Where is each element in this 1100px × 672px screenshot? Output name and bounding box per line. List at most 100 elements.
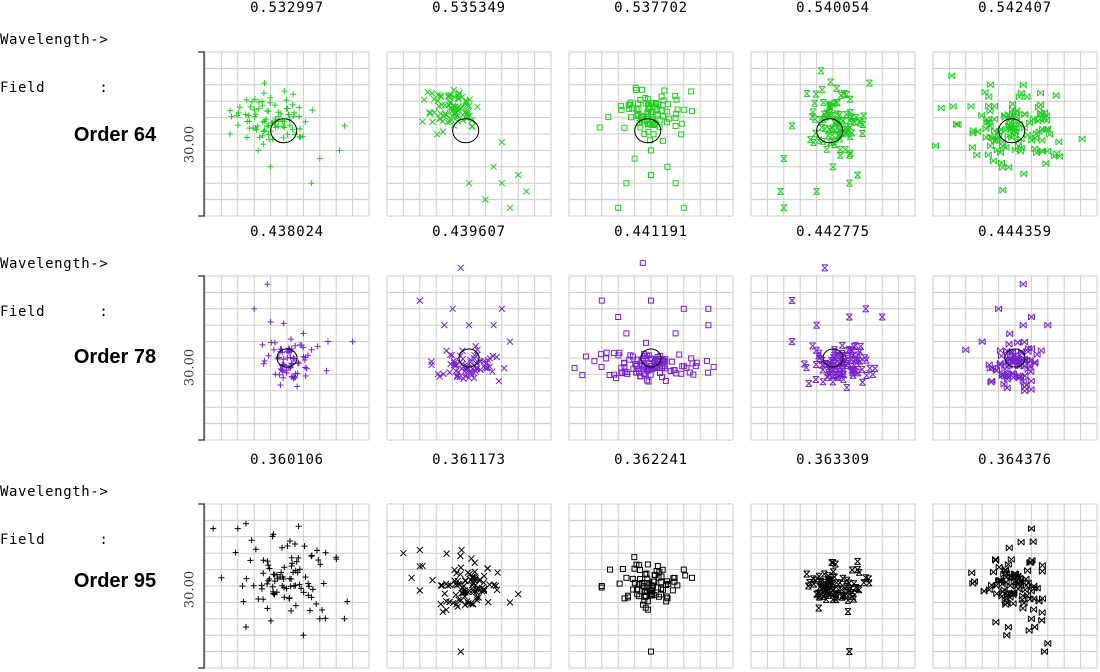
spot-point [429,576,436,584]
spot-point [416,587,424,594]
spot-point [400,549,407,557]
spot-point [306,583,313,590]
spot-point [1019,604,1027,612]
spot-point [294,383,301,390]
spot-point [634,113,641,120]
spot-point [998,580,1006,588]
spot-point [271,591,278,598]
spot-point [829,163,837,171]
spot-point [642,593,649,600]
spot-point [233,112,240,119]
spot-point [1042,160,1050,167]
spot-point [836,368,844,376]
spot-point [446,369,453,376]
spot-point [486,355,494,362]
spot-point [472,588,480,596]
wavelength-value: 0.532997 [250,0,324,16]
wavelength-value: 0.537702 [614,0,688,16]
spot-point [300,632,307,639]
spot-point [277,382,284,389]
spot-point [320,580,327,587]
spot-point [470,574,478,582]
spot-point [841,592,849,600]
spot-point [252,111,259,118]
spot-point [843,125,851,133]
spot-point [308,594,315,601]
spot-point [1038,562,1046,569]
spot-point [861,354,869,362]
wavelength-value: 0.438024 [250,224,324,240]
spot-point [678,120,685,127]
spot-point [428,361,435,369]
spot-point [664,595,671,602]
spot-point [598,363,605,370]
spot-point [1011,128,1019,136]
spot-point [1038,137,1046,144]
spot-point [1006,122,1014,130]
spot-point [664,163,671,170]
spot-point [646,360,653,367]
spot-point [985,361,993,369]
spot-point [788,338,796,346]
spot-point [1026,595,1034,603]
spot-point [987,378,995,386]
spot-point [633,363,640,370]
spot-point [267,99,274,106]
spot-point [710,363,717,370]
spot-point [1055,138,1063,146]
spot-point [472,342,480,350]
spot-point [659,365,666,372]
spot-point [486,363,494,371]
spot-point [1002,573,1010,581]
spot-point [460,375,467,383]
spot-point [812,361,820,369]
spot-point [846,95,854,103]
spot-point [659,586,666,593]
spot-point [688,88,695,95]
spot-point [1041,109,1049,117]
spot-point [279,368,286,375]
spot-point [656,568,663,575]
spot-point [639,86,646,93]
spot-point [1038,616,1046,624]
spot-point [341,122,348,129]
spot-point [973,151,981,159]
spot-point [458,589,466,597]
spot-point [474,103,481,111]
spot-point [457,264,465,272]
spot-point [623,330,630,337]
spot-point [437,91,444,99]
spot-point [276,371,283,378]
spot-point [863,371,870,379]
spot-point [831,346,838,354]
spot-point [623,574,630,581]
spot-point [493,586,501,594]
spot-point [453,373,461,381]
spot-point [618,106,625,113]
spot-point [260,557,267,564]
spot-point [281,88,288,95]
spot-point [993,146,1001,154]
spot-point [637,566,644,573]
spot-point [812,346,820,354]
spot-point [705,322,712,329]
spot-point [465,374,473,382]
spot-point [642,571,649,578]
spot-point [259,98,266,105]
spot-point [1003,384,1011,392]
spot-point [480,586,488,594]
spot-point [616,580,623,587]
spot-point [807,136,814,144]
spot-point [634,356,641,363]
spot-point [284,354,291,361]
spot-point [484,565,491,572]
spot-point [1035,128,1043,136]
spot-point [635,111,642,118]
spot-point [846,149,854,157]
spot-point [457,648,465,655]
spot-point [336,147,343,154]
spot-point [986,107,994,115]
spot-point [673,110,680,117]
spot-point [486,581,493,589]
spot-point [639,259,646,266]
